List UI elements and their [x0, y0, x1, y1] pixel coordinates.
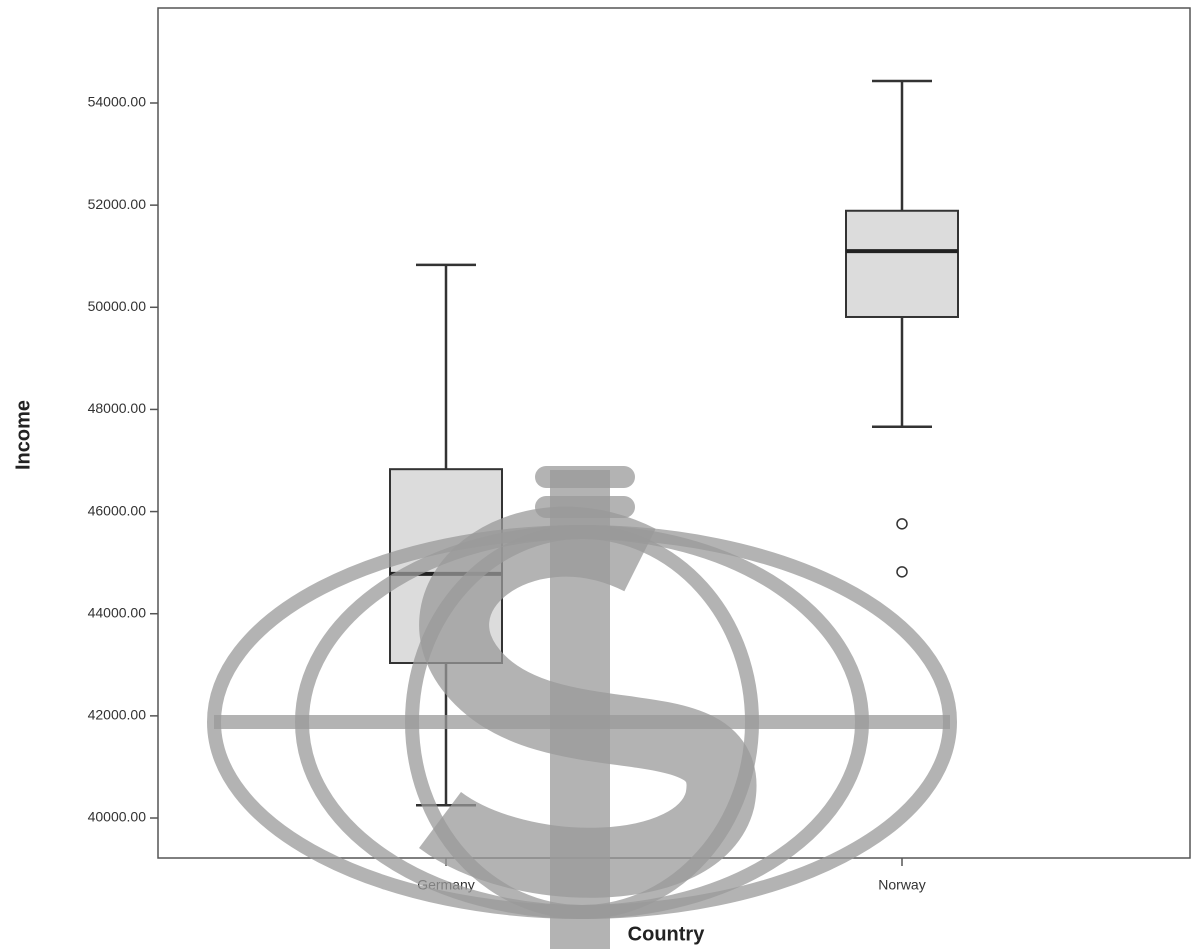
box [846, 211, 958, 317]
x-tick-label: Germany [417, 877, 475, 893]
y-tick-label: 52000.00 [88, 196, 147, 212]
x-tick-label: Norway [878, 877, 925, 893]
y-tick-label: 44000.00 [88, 604, 147, 620]
y-tick-label: 40000.00 [88, 809, 147, 825]
chart: Country Income 40000.00 42000.00 44000.00 4… [0, 0, 1194, 949]
plot-area [158, 8, 1190, 858]
y-tick-label: 46000.00 [88, 502, 147, 518]
y-tick-label: 48000.00 [88, 400, 147, 416]
x-axis-title: Country [628, 923, 706, 945]
y-axis-title: Income [12, 400, 34, 470]
y-tick-label: 50000.00 [88, 298, 147, 314]
y-tick-label: 42000.00 [88, 707, 147, 723]
y-tick-label: 54000.00 [88, 94, 147, 110]
box [390, 469, 502, 663]
